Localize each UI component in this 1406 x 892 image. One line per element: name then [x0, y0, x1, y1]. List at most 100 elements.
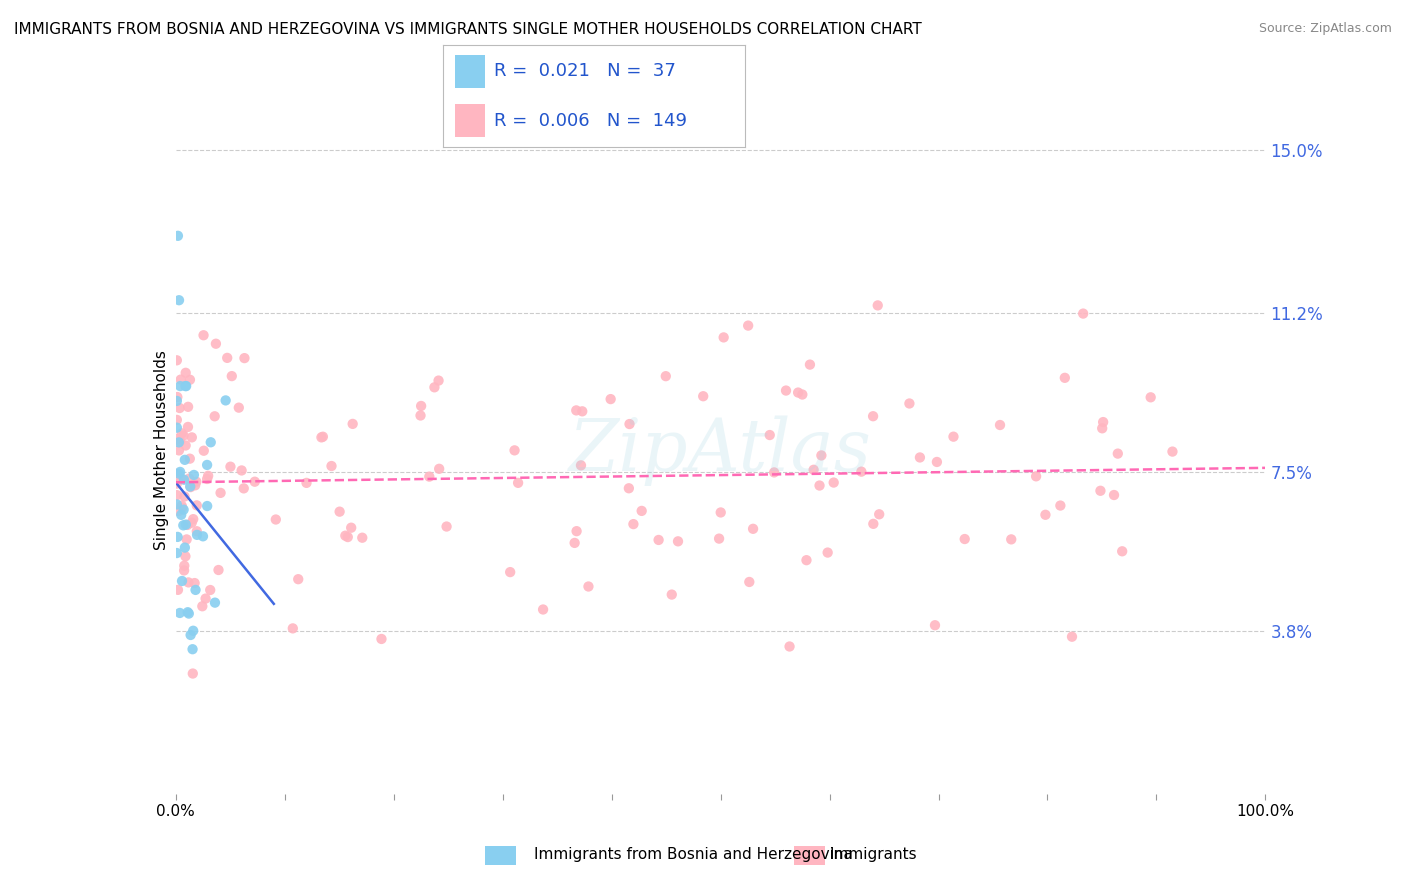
Point [779, 640, 801, 654]
Point [264, 512, 287, 526]
Point [166, 498, 188, 512]
Point [851, 465, 873, 479]
Point [186, 528, 208, 542]
Point [411, 399, 433, 413]
Point [193, 443, 215, 458]
Point [565, 524, 588, 538]
Point [195, 499, 218, 513]
Point [1025, 469, 1047, 483]
Point [647, 533, 669, 547]
Point [221, 369, 243, 384]
Point [868, 508, 890, 522]
Text: IMMIGRANTS FROM BOSNIA AND HERZEGOVINA VS IMMIGRANTS SINGLE MOTHER HOUSEHOLDS CO: IMMIGRANTS FROM BOSNIA AND HERZEGOVINA V… [14, 22, 922, 37]
Point [170, 508, 193, 522]
Point [209, 486, 232, 500]
Point [436, 519, 458, 533]
Point [1139, 390, 1161, 404]
Point [1091, 421, 1114, 435]
Point [205, 336, 228, 351]
Text: Immigrants from Bosnia and Herzegovina: Immigrants from Bosnia and Herzegovina [534, 847, 853, 862]
Point [174, 438, 197, 452]
Point [564, 536, 586, 550]
Point [173, 428, 195, 442]
Point [565, 403, 588, 417]
Point [170, 426, 193, 441]
Point [166, 393, 188, 408]
Point [177, 607, 200, 621]
Point [172, 500, 194, 515]
Point [166, 546, 188, 560]
Point [1049, 499, 1071, 513]
Point [311, 430, 333, 444]
Point [191, 599, 214, 614]
Point [742, 522, 765, 536]
Point [200, 582, 222, 597]
Point [167, 582, 190, 597]
Point [177, 575, 200, 590]
Point [177, 420, 200, 434]
Point [336, 530, 359, 544]
Point [531, 602, 554, 616]
Point [1060, 630, 1083, 644]
Point [578, 580, 600, 594]
Point [181, 666, 204, 681]
Point [170, 373, 193, 387]
Point [329, 505, 352, 519]
Point [803, 463, 825, 477]
Point [810, 449, 832, 463]
Point [569, 458, 592, 473]
Point [287, 572, 309, 586]
Point [170, 574, 193, 588]
Point [862, 516, 884, 531]
Point [312, 430, 335, 444]
Point [177, 400, 200, 414]
Point [166, 353, 188, 368]
Point [184, 478, 207, 492]
Point [166, 476, 188, 491]
Point [167, 293, 190, 308]
Point [898, 396, 921, 410]
Point [176, 517, 198, 532]
Point [908, 450, 931, 465]
Point [167, 443, 190, 458]
Point [953, 532, 976, 546]
Point [186, 499, 208, 513]
Point [1102, 488, 1125, 502]
Point [173, 563, 195, 577]
Point [243, 475, 266, 489]
Point [179, 451, 201, 466]
Point [988, 417, 1011, 432]
Point [295, 475, 318, 490]
Bar [456, 104, 485, 137]
Text: Immigrants: Immigrants [830, 847, 917, 862]
Point [166, 432, 188, 446]
Point [758, 428, 780, 442]
Point [207, 563, 229, 577]
Point [204, 596, 226, 610]
Point [173, 541, 195, 555]
Point [427, 462, 450, 476]
Point [823, 475, 845, 490]
Point [1071, 307, 1094, 321]
Point [599, 392, 621, 406]
Point [179, 471, 201, 485]
Point [169, 434, 191, 448]
Point [924, 618, 946, 632]
Point [228, 401, 250, 415]
Point [796, 553, 818, 567]
Point [173, 490, 195, 504]
Point [179, 479, 201, 493]
Point [172, 518, 194, 533]
Point [1000, 533, 1022, 547]
Point [166, 467, 188, 481]
Point [183, 467, 205, 482]
Point [193, 328, 215, 343]
Point [176, 533, 198, 547]
Point [167, 504, 190, 518]
Point [232, 482, 254, 496]
Point [197, 468, 219, 483]
Point [167, 471, 190, 485]
Point [180, 628, 202, 642]
Point [1090, 483, 1112, 498]
Point [217, 351, 239, 365]
